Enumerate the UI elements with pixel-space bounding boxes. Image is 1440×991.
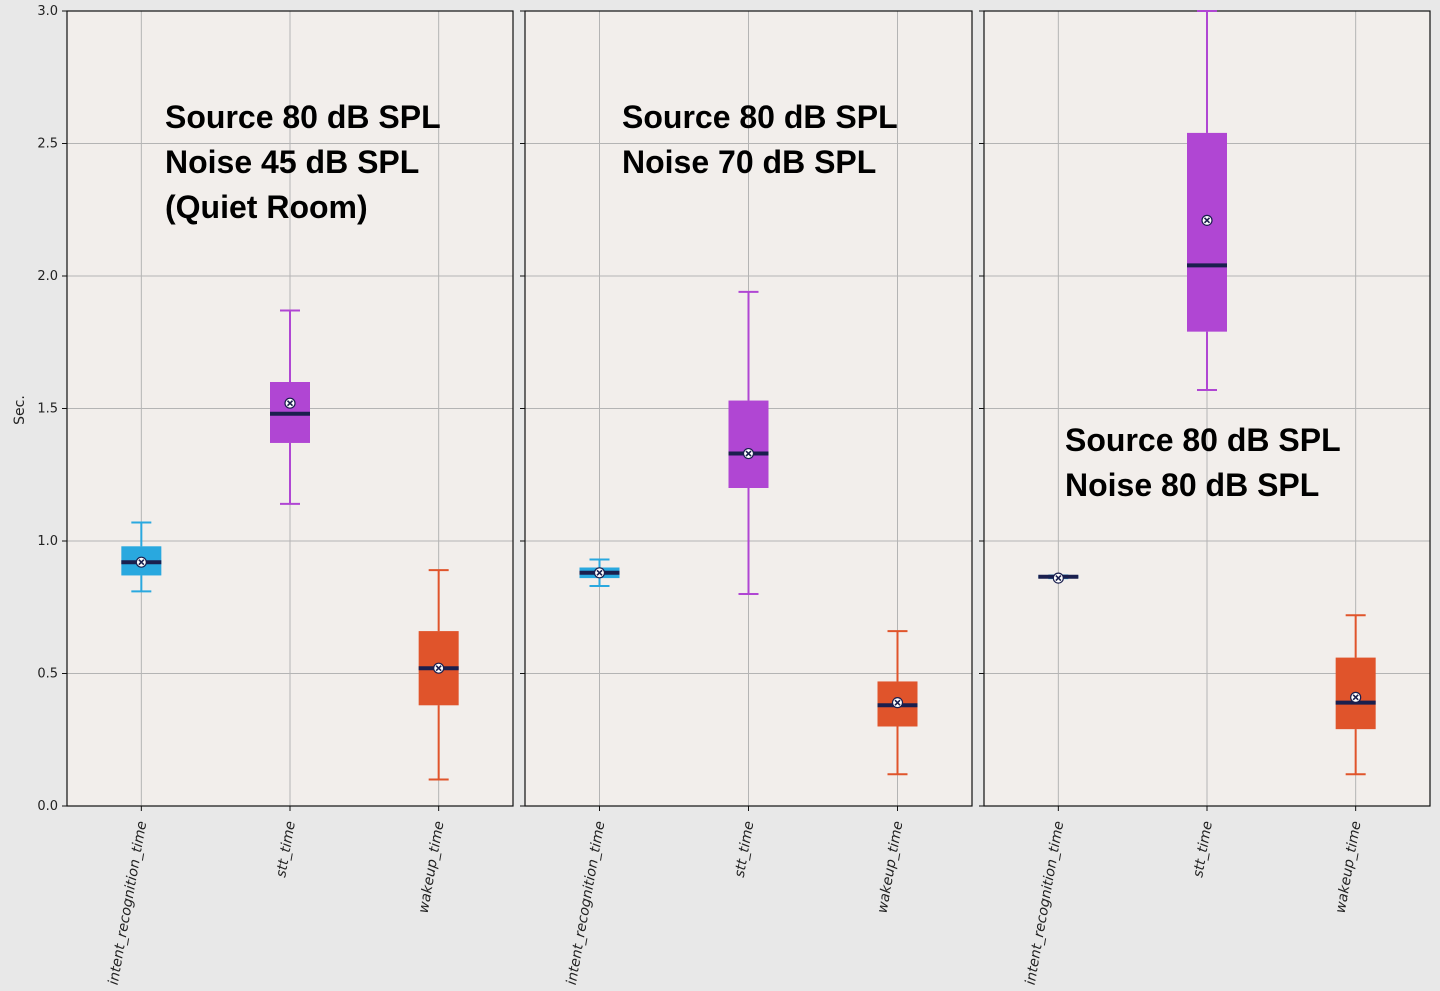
x-tick-label: intent_recognition_time <box>1023 820 1068 986</box>
mean-marker-x <box>1352 694 1359 701</box>
mean-marker-x <box>435 665 442 672</box>
panel-1-annotation: (Quiet Room) <box>165 189 368 225</box>
y-tick-label: 1.5 <box>37 402 58 417</box>
x-tick-label: stt_time <box>273 820 299 879</box>
mean-marker-x <box>596 569 603 576</box>
mean-marker-x <box>745 450 752 457</box>
panel-3-annotation: Source 80 dB SPL <box>1065 422 1341 458</box>
x-tick-label: wakeup_time <box>1333 820 1365 915</box>
x-tick-label: intent_recognition_time <box>564 820 609 986</box>
panel-2-annotation: Noise 70 dB SPL <box>622 144 876 180</box>
y-axis-label: Sec. <box>12 395 28 425</box>
y-tick-label: 1.0 <box>37 534 58 549</box>
y-tick-label: 0.0 <box>37 799 58 814</box>
panel-1-annotation: Source 80 dB SPL <box>165 99 441 135</box>
mean-marker-x <box>1203 217 1211 224</box>
box-stt_time <box>1187 132 1227 332</box>
panel-1-annotation: Noise 45 dB SPL <box>165 144 419 180</box>
y-tick-label: 0.5 <box>37 667 58 682</box>
box-stt_time <box>728 400 769 488</box>
x-tick-label: wakeup_time <box>416 820 448 915</box>
y-tick-label: 3.0 <box>37 4 58 19</box>
mean-marker-x <box>1055 575 1062 582</box>
y-tick-label: 2.0 <box>37 269 58 284</box>
y-tick-label: 2.5 <box>37 137 58 152</box>
x-tick-label: stt_time <box>732 820 758 879</box>
mean-marker-x <box>286 400 294 407</box>
mean-marker-x <box>138 559 145 566</box>
x-tick-label: wakeup_time <box>875 820 907 915</box>
x-tick-label: stt_time <box>1190 820 1216 879</box>
panel-3-annotation: Noise 80 dB SPL <box>1065 467 1319 503</box>
mean-marker-x <box>894 699 901 706</box>
panel-2-annotation: Source 80 dB SPL <box>622 99 898 135</box>
x-tick-label: intent_recognition_time <box>106 820 151 986</box>
